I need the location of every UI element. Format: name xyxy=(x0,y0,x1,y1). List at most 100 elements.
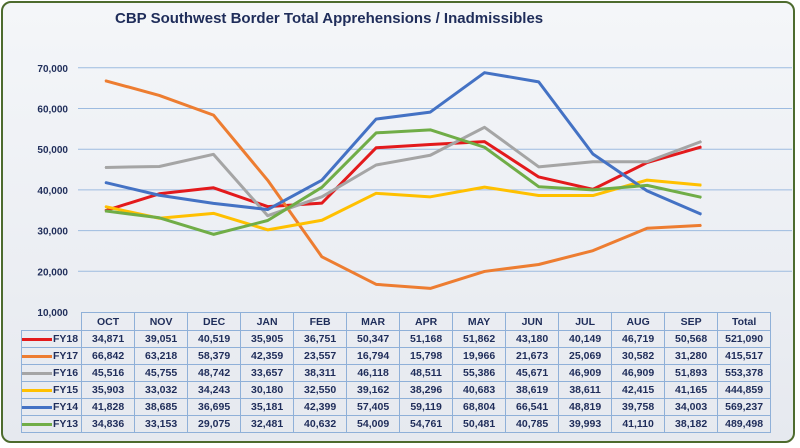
value-cell: 15,798 xyxy=(399,347,454,365)
data-point xyxy=(429,154,431,156)
data-point xyxy=(104,181,106,183)
data-point xyxy=(267,179,269,181)
series-name: FY17 xyxy=(53,350,79,362)
value-cell: 16,794 xyxy=(346,347,401,365)
data-point xyxy=(484,141,485,143)
value-cell: 51,893 xyxy=(664,364,719,382)
month-header: JUN xyxy=(505,312,560,331)
value-cell: 33,153 xyxy=(134,415,189,433)
value-cell: 36,695 xyxy=(187,398,242,416)
total-cell: 569,237 xyxy=(717,398,772,416)
month-header: DEC xyxy=(187,312,242,331)
value-cell: 41,165 xyxy=(664,381,719,399)
value-cell: 38,311 xyxy=(293,364,348,382)
value-cell: 34,836 xyxy=(81,415,136,433)
value-cell: 54,761 xyxy=(399,415,454,433)
value-cell: 40,149 xyxy=(558,330,613,348)
month-header: JUL xyxy=(558,312,613,331)
data-point xyxy=(321,196,323,198)
table-row: FY13 34,836 33,153 29,075 32,481 40,632 54,009… xyxy=(20,415,772,433)
series-legend-cell: FY18 xyxy=(20,330,83,348)
value-cell: 45,755 xyxy=(134,364,189,382)
series-legend-cell: FY15 xyxy=(20,381,83,399)
data-point xyxy=(213,114,214,116)
table-row: FY15 35,903 33,032 34,243 30,180 32,550 39,162… xyxy=(20,381,772,399)
table-row: FY16 45,516 45,755 48,742 33,657 38,311 46,118… xyxy=(20,364,772,382)
value-cell: 50,481 xyxy=(452,415,507,433)
value-cell: 36,751 xyxy=(293,330,348,348)
legend-swatch xyxy=(22,354,52,358)
value-cell: 51,862 xyxy=(452,330,507,348)
total-cell: 521,090 xyxy=(717,330,772,348)
value-cell: 38,182 xyxy=(664,415,719,433)
value-cell: 46,118 xyxy=(346,364,401,382)
data-point xyxy=(484,186,485,188)
series-name: FY14 xyxy=(53,401,79,413)
value-cell: 57,405 xyxy=(346,398,401,416)
value-cell: 35,905 xyxy=(240,330,295,348)
series-line-fy15 xyxy=(104,178,702,232)
value-cell: 50,347 xyxy=(346,330,401,348)
data-point xyxy=(646,179,648,181)
month-header: MAY xyxy=(452,312,507,331)
series-legend-cell: FY17 xyxy=(20,347,83,365)
data-point xyxy=(538,195,540,197)
series-name: FY16 xyxy=(53,367,79,379)
series-legend-cell: FY16 xyxy=(20,364,83,382)
value-cell: 19,966 xyxy=(452,347,507,365)
value-cell: 32,481 xyxy=(240,415,295,433)
data-point xyxy=(375,164,377,166)
data-point xyxy=(429,129,431,131)
month-header: JAN xyxy=(240,312,295,331)
data-point xyxy=(700,224,702,226)
value-cell: 34,243 xyxy=(187,381,242,399)
value-cell: 46,909 xyxy=(611,364,666,382)
value-cell: 55,386 xyxy=(452,364,507,382)
value-cell: 63,218 xyxy=(134,347,189,365)
value-cell: 35,903 xyxy=(81,381,136,399)
legend-swatch xyxy=(22,405,52,409)
series-line-fy13 xyxy=(104,128,702,236)
value-cell: 30,582 xyxy=(611,347,666,365)
data-point xyxy=(429,287,431,289)
value-cell: 38,611 xyxy=(558,381,613,399)
value-cell: 59,119 xyxy=(399,398,454,416)
total-cell: 489,498 xyxy=(717,415,772,433)
value-cell: 54,009 xyxy=(346,415,401,433)
data-point xyxy=(538,176,540,178)
value-cell: 66,541 xyxy=(505,398,560,416)
month-header: OCT xyxy=(81,312,136,331)
y-tick-label: 30,000 xyxy=(37,227,68,238)
data-point xyxy=(484,146,485,148)
data-point xyxy=(267,209,269,211)
value-cell: 45,516 xyxy=(81,364,136,382)
data-point xyxy=(592,195,594,197)
value-cell: 40,683 xyxy=(452,381,507,399)
value-cell: 51,168 xyxy=(399,330,454,348)
value-cell: 34,871 xyxy=(81,330,136,348)
value-cell: 41,828 xyxy=(81,398,136,416)
series-name: FY18 xyxy=(53,333,79,345)
data-point xyxy=(538,263,540,265)
data-point xyxy=(646,184,648,186)
value-cell: 40,632 xyxy=(293,415,348,433)
value-cell: 39,162 xyxy=(346,381,401,399)
legend-swatch xyxy=(22,371,52,375)
value-cell: 39,051 xyxy=(134,330,189,348)
value-cell: 43,180 xyxy=(505,330,560,348)
data-point xyxy=(213,212,214,214)
data-point xyxy=(538,166,540,168)
data-point xyxy=(158,194,160,196)
data-point xyxy=(321,179,323,181)
data-point xyxy=(592,250,594,252)
series-legend-cell: FY14 xyxy=(20,398,83,416)
data-point xyxy=(158,165,160,167)
data-point xyxy=(592,189,594,191)
value-cell: 48,742 xyxy=(187,364,242,382)
data-point xyxy=(267,215,269,217)
data-point xyxy=(375,283,377,285)
data-point xyxy=(321,202,323,204)
value-cell: 32,550 xyxy=(293,381,348,399)
series-legend-cell: FY13 xyxy=(20,415,83,433)
